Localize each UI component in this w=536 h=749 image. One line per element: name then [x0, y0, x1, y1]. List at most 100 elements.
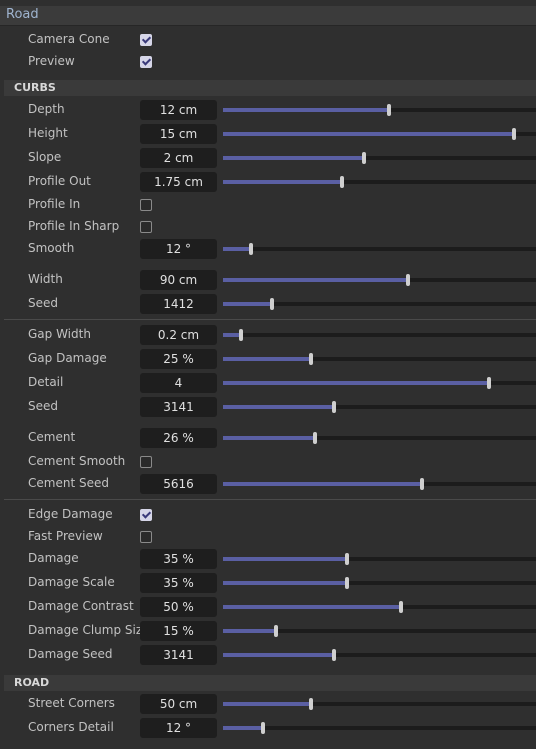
- damage-contrast-slider-handle[interactable]: [399, 601, 404, 613]
- gap-width-row: Gap Width 0.2 cm: [0, 324, 536, 346]
- smooth-row: Smooth 12 °: [0, 238, 536, 260]
- curbs-seed-row: Seed 1412: [0, 293, 536, 315]
- damage-clump-size-slider[interactable]: [223, 625, 536, 637]
- gap-damage-slider[interactable]: [223, 353, 536, 365]
- cement-slider-handle[interactable]: [313, 432, 318, 444]
- gap-width-slider-handle[interactable]: [239, 329, 244, 341]
- fast-preview-checkbox[interactable]: [140, 531, 152, 543]
- profile-in-sharp-row: Profile In Sharp: [0, 216, 536, 238]
- gap-seed-field[interactable]: 3141: [140, 397, 217, 417]
- damage-contrast-row: Damage Contrast 50 %: [0, 596, 536, 618]
- cement-smooth-checkbox[interactable]: [140, 456, 152, 468]
- height-slider[interactable]: [223, 128, 536, 140]
- cement-seed-slider-handle[interactable]: [420, 478, 425, 490]
- street-corners-row: Street Corners 50 cm: [0, 693, 536, 715]
- gap-seed-slider[interactable]: [223, 401, 536, 413]
- preview-row: Preview: [0, 51, 536, 73]
- slope-slider[interactable]: [223, 152, 536, 164]
- damage-seed-slider[interactable]: [223, 649, 536, 661]
- profile-in-checkbox[interactable]: [140, 199, 152, 211]
- edge-damage-label: Edge Damage: [28, 507, 113, 521]
- curbs-seed-slider-handle[interactable]: [270, 298, 275, 310]
- gap-damage-field[interactable]: 25 %: [140, 349, 217, 369]
- profile-in-row: Profile In: [0, 194, 536, 216]
- detail-field[interactable]: 4: [140, 373, 217, 393]
- profile-out-row: Profile Out 1.75 cm: [0, 171, 536, 193]
- damage-slider-handle[interactable]: [344, 553, 349, 565]
- cement-seed-field[interactable]: 5616: [140, 474, 217, 494]
- depth-field[interactable]: 12 cm: [140, 100, 217, 120]
- profile-out-slider-handle[interactable]: [339, 176, 344, 188]
- width-field[interactable]: 90 cm: [140, 270, 217, 290]
- damage-scale-field[interactable]: 35 %: [140, 573, 217, 593]
- depth-slider[interactable]: [223, 104, 536, 116]
- detail-slider[interactable]: [223, 377, 536, 389]
- slope-slider-handle[interactable]: [361, 152, 366, 164]
- gap-seed-slider-handle[interactable]: [332, 401, 337, 413]
- street-corners-field[interactable]: 50 cm: [140, 694, 217, 714]
- street-corners-slider-handle[interactable]: [308, 698, 313, 710]
- damage-seed-slider-handle[interactable]: [332, 649, 337, 661]
- damage-slider[interactable]: [223, 553, 536, 565]
- damage-contrast-label: Damage Contrast: [28, 599, 134, 613]
- damage-contrast-slider[interactable]: [223, 601, 536, 613]
- detail-slider-handle[interactable]: [487, 377, 492, 389]
- curbs-seed-slider[interactable]: [223, 298, 536, 310]
- damage-seed-field[interactable]: 3141: [140, 645, 217, 665]
- camera-cone-row: Camera Cone: [0, 29, 536, 51]
- street-corners-slider[interactable]: [223, 698, 536, 710]
- profile-in-sharp-checkbox[interactable]: [140, 221, 152, 233]
- preview-checkbox[interactable]: [140, 56, 152, 68]
- height-row: Height 15 cm: [0, 123, 536, 145]
- smooth-field[interactable]: 12 °: [140, 239, 217, 259]
- slope-label: Slope: [28, 150, 62, 164]
- damage-clump-size-slider-handle[interactable]: [273, 625, 278, 637]
- height-slider-handle[interactable]: [512, 128, 517, 140]
- section-curbs[interactable]: CURBS: [4, 80, 536, 96]
- smooth-slider[interactable]: [223, 243, 536, 255]
- profile-in-label: Profile In: [28, 197, 81, 211]
- damage-seed-row: Damage Seed 3141: [0, 644, 536, 666]
- profile-out-field[interactable]: 1.75 cm: [140, 172, 217, 192]
- damage-clump-size-field[interactable]: 15 %: [140, 621, 217, 641]
- damage-seed-label: Damage Seed: [28, 647, 113, 661]
- corners-detail-slider-handle[interactable]: [261, 722, 266, 734]
- cement-label: Cement: [28, 430, 76, 444]
- profile-out-slider[interactable]: [223, 176, 536, 188]
- cement-slider[interactable]: [223, 432, 536, 444]
- damage-field[interactable]: 35 %: [140, 549, 217, 569]
- width-slider-handle[interactable]: [405, 274, 410, 286]
- gap-width-label: Gap Width: [28, 327, 91, 341]
- damage-contrast-field[interactable]: 50 %: [140, 597, 217, 617]
- cement-field[interactable]: 26 %: [140, 428, 217, 448]
- gap-width-field[interactable]: 0.2 cm: [140, 325, 217, 345]
- gap-seed-row: Seed 3141: [0, 396, 536, 418]
- curbs-seed-field[interactable]: 1412: [140, 294, 217, 314]
- gap-damage-slider-handle[interactable]: [308, 353, 313, 365]
- curbs-seed-label: Seed: [28, 296, 58, 310]
- width-row: Width 90 cm: [0, 269, 536, 291]
- height-label: Height: [28, 126, 68, 140]
- camera-cone-checkbox[interactable]: [140, 34, 152, 46]
- gap-width-slider[interactable]: [223, 329, 536, 341]
- damage-scale-slider[interactable]: [223, 577, 536, 589]
- damage-clump-size-label: Damage Clump Size: [28, 623, 150, 637]
- damage-scale-row: Damage Scale 35 %: [0, 572, 536, 594]
- corners-detail-slider[interactable]: [223, 722, 536, 734]
- damage-scale-slider-handle[interactable]: [344, 577, 349, 589]
- slope-row: Slope 2 cm: [0, 147, 536, 169]
- depth-slider-handle[interactable]: [386, 104, 391, 116]
- smooth-slider-handle[interactable]: [249, 243, 254, 255]
- slope-field[interactable]: 2 cm: [140, 148, 217, 168]
- width-label: Width: [28, 272, 63, 286]
- height-field[interactable]: 15 cm: [140, 124, 217, 144]
- fast-preview-row: Fast Preview: [0, 526, 536, 548]
- width-slider[interactable]: [223, 274, 536, 286]
- panel-title: Road: [6, 7, 39, 22]
- cement-row: Cement 26 %: [0, 427, 536, 449]
- depth-row: Depth 12 cm: [0, 99, 536, 121]
- cement-seed-slider[interactable]: [223, 478, 536, 490]
- corners-detail-field[interactable]: 12 °: [140, 718, 217, 738]
- section-road[interactable]: ROAD: [4, 675, 536, 691]
- edge-damage-checkbox[interactable]: [140, 509, 152, 521]
